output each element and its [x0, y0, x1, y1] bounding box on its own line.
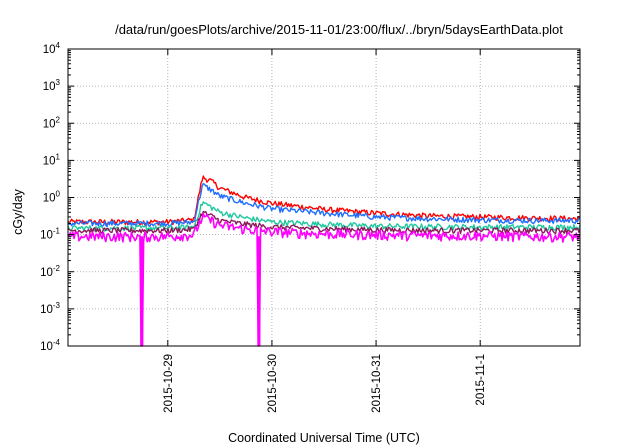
y-tick-label: 10-1	[40, 227, 60, 242]
x-tick-label: 2015-11-1	[475, 354, 487, 406]
series-layer	[67, 175, 581, 347]
series-line	[67, 201, 581, 232]
series-line	[67, 212, 581, 347]
series-line	[67, 182, 581, 228]
y-tick-label: 104	[43, 41, 61, 56]
y-tick-label: 10-2	[40, 264, 60, 279]
series-line	[67, 210, 581, 235]
chart-title: /data/run/goesPlots/archive/2015-11-01/2…	[115, 22, 563, 37]
y-axis-label: cGy/day	[11, 188, 25, 235]
y-tick-label: 100	[43, 190, 61, 205]
dropout-spike	[140, 236, 144, 346]
data-series	[67, 212, 581, 347]
x-tick-label: 2015-10-30	[267, 354, 279, 413]
series-line	[67, 175, 581, 226]
y-tick-label: 101	[43, 152, 61, 167]
y-tick-label: 102	[43, 115, 61, 130]
x-tick-label: 2015-10-31	[371, 354, 383, 413]
data-series	[67, 175, 581, 226]
grid	[68, 49, 580, 346]
y-tick-label: 10-3	[40, 301, 60, 316]
data-series	[67, 201, 581, 232]
y-tick-label: 10-4	[40, 338, 60, 353]
x-tick-label: 2015-10-29	[163, 354, 175, 413]
data-series	[67, 210, 581, 235]
x-axis-label: Coordinated Universal Time (UTC)	[228, 431, 420, 445]
data-series	[67, 182, 581, 228]
dropout-spike	[257, 236, 261, 346]
axes: 10-4 10-3 10-2 10-1 100 101 102 103 104 2015-10-2…	[40, 41, 580, 413]
y-tick-label: 103	[43, 78, 61, 93]
